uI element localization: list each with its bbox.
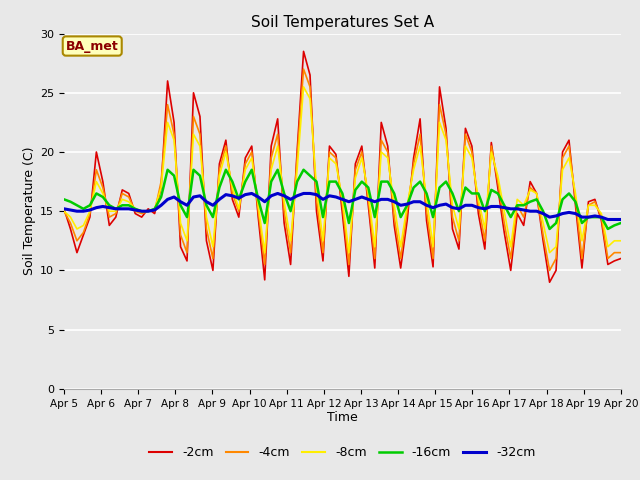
X-axis label: Time: Time — [327, 411, 358, 424]
Legend: -2cm, -4cm, -8cm, -16cm, -32cm: -2cm, -4cm, -8cm, -16cm, -32cm — [145, 441, 540, 464]
Text: BA_met: BA_met — [66, 39, 118, 52]
Title: Soil Temperatures Set A: Soil Temperatures Set A — [251, 15, 434, 30]
Y-axis label: Soil Temperature (C): Soil Temperature (C) — [23, 147, 36, 276]
